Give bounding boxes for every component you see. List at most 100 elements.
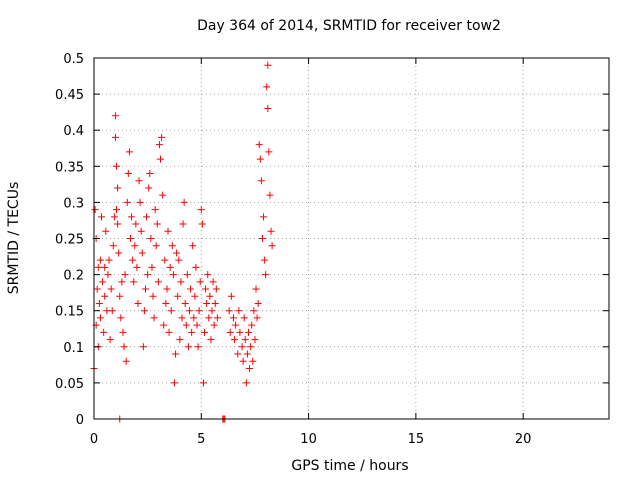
data-point	[110, 213, 118, 221]
data-point	[121, 271, 129, 279]
data-point	[113, 206, 121, 214]
data-point	[91, 206, 99, 214]
data-point	[226, 328, 234, 336]
data-point	[192, 263, 200, 271]
data-point	[254, 299, 262, 307]
data-point	[188, 328, 196, 336]
data-point	[232, 321, 240, 329]
data-point	[136, 198, 144, 206]
data-point	[116, 292, 124, 300]
axis-ticks	[93, 57, 609, 420]
data-point	[249, 357, 257, 365]
data-point	[268, 242, 276, 250]
data-point	[130, 278, 138, 286]
data-point	[96, 256, 104, 264]
data-point	[123, 198, 131, 206]
data-point	[109, 242, 117, 250]
data-point	[120, 343, 128, 351]
data-point	[201, 328, 209, 336]
data-point	[235, 307, 243, 315]
data-point	[143, 213, 151, 221]
data-point	[187, 285, 195, 293]
data-point	[239, 357, 247, 365]
data-point	[227, 292, 235, 300]
data-point	[128, 213, 136, 221]
data-point	[194, 343, 202, 351]
data-points	[90, 61, 276, 423]
data-point	[190, 314, 198, 322]
data-point	[204, 271, 212, 279]
data-point	[252, 285, 260, 293]
data-point	[167, 307, 175, 315]
x-axis-label: GPS time / hours	[291, 458, 408, 474]
data-point	[193, 321, 201, 329]
data-point	[197, 206, 205, 214]
data-point	[170, 379, 178, 387]
data-point	[98, 213, 106, 221]
data-point	[166, 263, 174, 271]
data-point	[168, 242, 176, 250]
data-point	[183, 271, 191, 279]
data-point	[107, 285, 115, 293]
y-tick-label: 0.05	[55, 377, 84, 392]
data-point	[135, 177, 143, 185]
data-point	[211, 299, 219, 307]
data-point	[131, 242, 139, 250]
data-point	[198, 220, 206, 228]
data-point	[160, 321, 168, 329]
data-point	[205, 314, 213, 322]
data-point	[202, 285, 210, 293]
data-point	[180, 198, 188, 206]
data-point	[129, 256, 137, 264]
data-point	[258, 235, 266, 242]
data-point	[139, 343, 147, 351]
data-point	[199, 379, 207, 387]
data-point	[257, 177, 265, 185]
x-tick-label: 10	[300, 432, 317, 447]
data-point	[251, 336, 259, 344]
data-point	[104, 271, 112, 279]
data-point	[191, 292, 199, 300]
data-point	[159, 191, 167, 199]
data-point	[234, 350, 242, 358]
data-point	[213, 314, 221, 322]
x-tick-label: 15	[408, 432, 425, 447]
y-tick-label: 0.3	[63, 196, 84, 211]
y-tick-label: 0.1	[63, 341, 84, 356]
data-point	[175, 256, 183, 264]
y-axis-label: SRMTID / TECUs	[6, 182, 22, 295]
data-point	[177, 278, 185, 286]
data-point	[231, 336, 239, 344]
data-point	[150, 314, 158, 322]
data-point	[212, 285, 220, 293]
data-point	[266, 191, 274, 199]
data-point	[236, 328, 244, 336]
data-point	[93, 285, 101, 293]
data-point	[263, 83, 271, 91]
y-tick-label: 0.15	[55, 305, 84, 320]
data-point	[111, 133, 119, 141]
data-point	[115, 249, 123, 257]
data-point	[117, 314, 125, 322]
data-point	[157, 155, 165, 163]
data-point	[118, 278, 126, 286]
data-point	[114, 220, 122, 228]
plot-frame	[93, 57, 610, 420]
data-point	[102, 227, 110, 235]
x-tick-label: 5	[197, 432, 205, 447]
data-point	[152, 242, 160, 250]
x-tick-labels: 0 5 10 15 20	[90, 432, 532, 447]
data-point	[174, 292, 182, 300]
data-point	[210, 321, 218, 329]
data-point	[264, 105, 272, 113]
data-point	[119, 328, 127, 336]
data-point	[243, 350, 251, 358]
data-point	[111, 112, 119, 120]
data-point	[132, 220, 140, 228]
data-point	[178, 314, 186, 322]
data-point	[173, 249, 181, 257]
data-point	[154, 278, 162, 286]
data-point	[264, 61, 272, 69]
data-point	[161, 256, 169, 264]
